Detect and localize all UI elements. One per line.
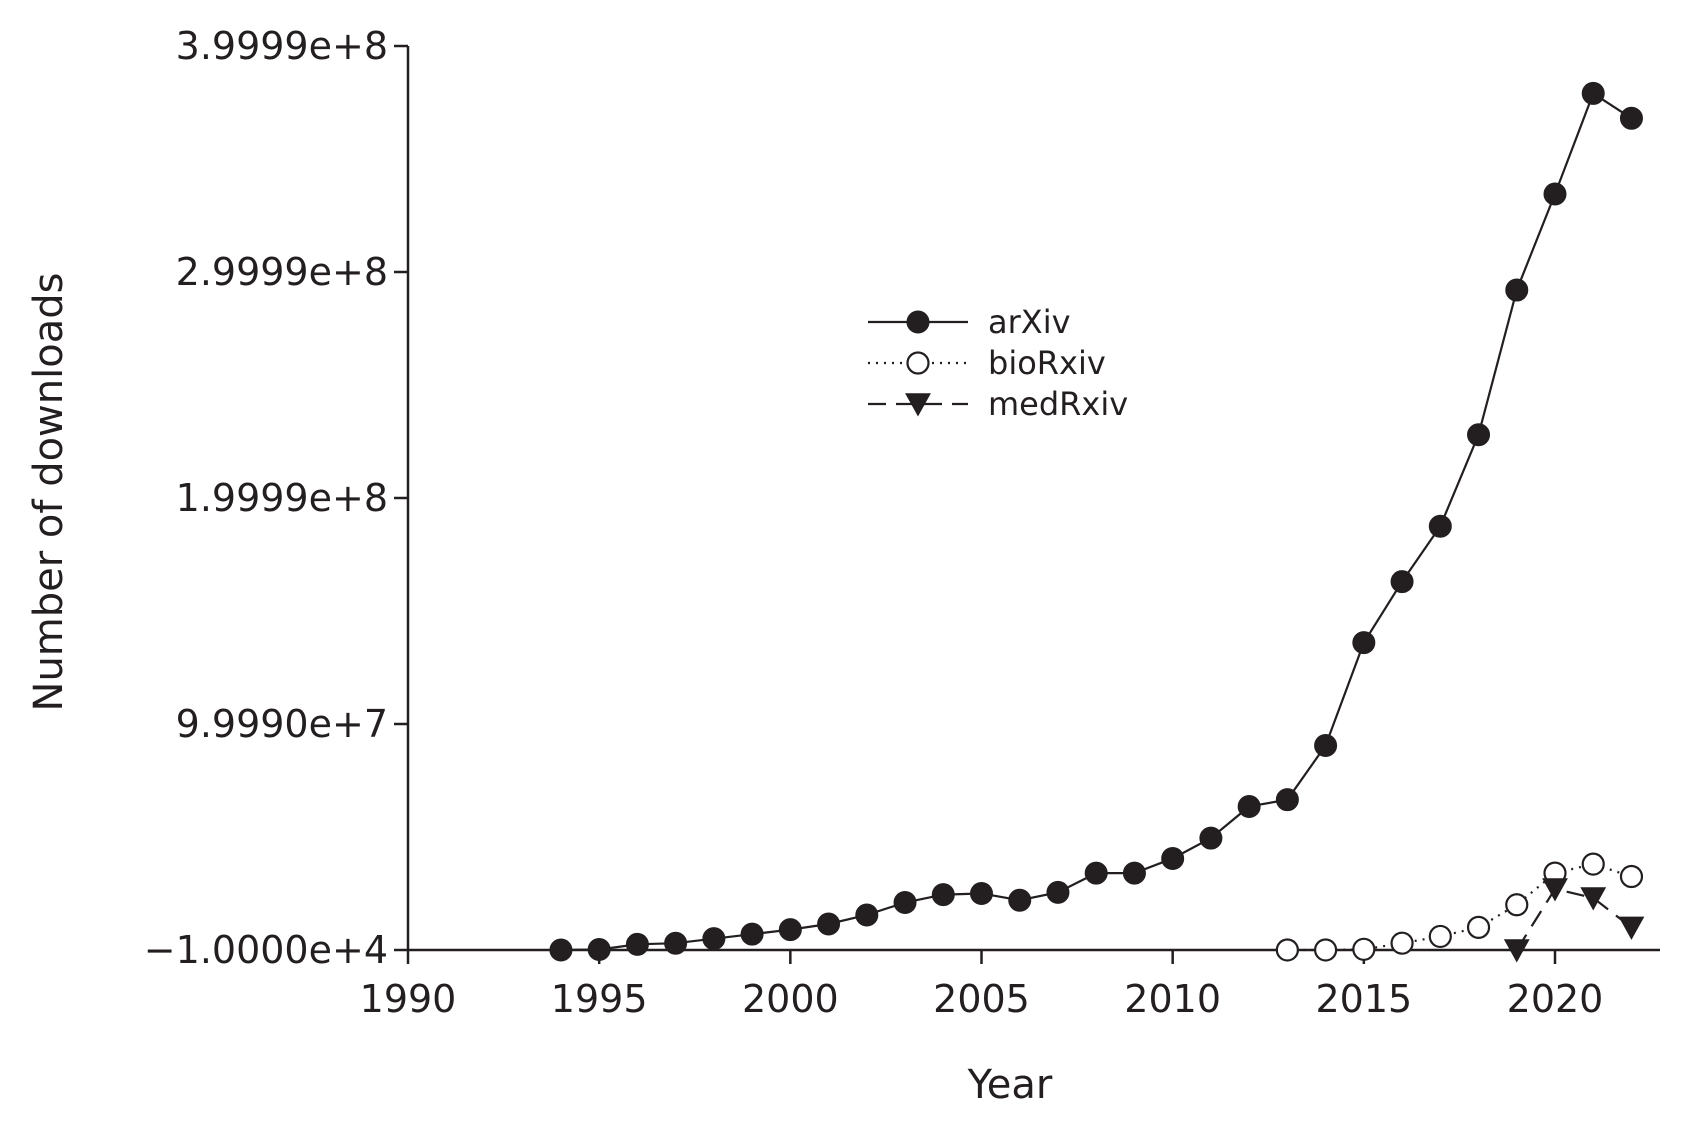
series-medrxiv <box>1503 878 1645 963</box>
medrxiv-point <box>1580 887 1607 911</box>
arxiv-point <box>740 922 764 946</box>
x-tick-label: 2020 <box>1507 977 1604 1021</box>
arxiv-point <box>1122 861 1146 885</box>
x-axis-title: Year <box>967 1062 1053 1108</box>
x-tick-label: 1995 <box>551 977 648 1021</box>
arxiv-point <box>1581 81 1605 105</box>
biorxiv-point <box>1275 938 1299 962</box>
arxiv-point <box>1199 826 1223 850</box>
arxiv-point <box>1390 570 1414 594</box>
biorxiv-point <box>1352 937 1376 961</box>
arxiv-point <box>1161 846 1185 870</box>
arxiv-point <box>625 932 649 956</box>
y-tick-label: −1.0000e+4 <box>144 928 388 972</box>
arxiv-point <box>1428 514 1452 538</box>
arxiv-point <box>1619 106 1643 130</box>
legend-item-arxiv: arXiv <box>868 303 1071 341</box>
arxiv-point <box>1505 278 1529 302</box>
axes: 1990 1995 2000 2005 2010 2015 2020 −1.0000e+4 9… <box>26 24 1660 1108</box>
arxiv-point <box>587 938 611 962</box>
plot-area <box>549 81 1645 963</box>
y-tick-label: 2.9999e+8 <box>176 250 388 294</box>
medrxiv-point <box>1542 878 1568 902</box>
arxiv-point <box>664 931 688 955</box>
biorxiv-point <box>1428 924 1452 949</box>
x-tick-label: 2005 <box>933 977 1030 1021</box>
biorxiv-point <box>1466 915 1491 939</box>
arxiv-point <box>855 903 879 927</box>
arxiv-point <box>1352 631 1376 655</box>
arxiv-point <box>549 938 573 962</box>
arxiv-point <box>1314 733 1338 757</box>
arxiv-point <box>931 883 955 907</box>
x-axis-ticks: 1990 1995 2000 2005 2010 2015 2020 <box>360 950 1604 1021</box>
biorxiv-point <box>1313 938 1338 962</box>
legend-item-biorxiv: bioRxiv <box>868 344 1106 382</box>
arxiv-point <box>1084 861 1108 885</box>
y-axis-ticks: −1.0000e+4 9.9990e+7 1.9999e+8 2.9999e+8 3.9… <box>144 24 408 972</box>
y-tick-label: 9.9990e+7 <box>176 702 388 746</box>
arxiv-point <box>1008 888 1032 912</box>
biorxiv-line <box>1287 862 1632 952</box>
arxiv-point <box>817 912 841 936</box>
arxiv-point <box>1543 182 1567 206</box>
legend-marker-arxiv <box>906 310 930 334</box>
legend-label-arxiv: arXiv <box>988 303 1071 341</box>
y-axis-title: Number of downloads <box>26 273 72 712</box>
legend-item-medrxiv: medRxiv <box>868 385 1128 423</box>
arxiv-point <box>778 918 802 942</box>
legend-label-biorxiv: bioRxiv <box>988 344 1106 382</box>
arxiv-point <box>970 881 993 905</box>
x-tick-label: 1990 <box>360 977 457 1021</box>
y-tick-label: 1.9999e+8 <box>176 476 388 520</box>
arxiv-line <box>560 91 1633 952</box>
medrxiv-point <box>1503 939 1530 963</box>
biorxiv-point <box>1619 864 1644 889</box>
medrxiv-point <box>1618 916 1645 940</box>
arxiv-point <box>1046 880 1070 904</box>
biorxiv-point <box>1505 893 1529 917</box>
arxiv-point <box>702 927 726 951</box>
arxiv-point <box>1275 788 1299 812</box>
series-arxiv <box>549 81 1643 962</box>
legend-marker-biorxiv <box>906 351 930 375</box>
legend-marker-medrxiv <box>905 393 931 417</box>
biorxiv-point <box>1581 852 1605 876</box>
x-tick-label: 2015 <box>1315 977 1412 1021</box>
series-biorxiv <box>1275 852 1644 962</box>
x-tick-label: 2010 <box>1124 977 1221 1021</box>
arxiv-point <box>1467 423 1491 447</box>
medrxiv-line <box>1515 887 1633 951</box>
y-tick-label: 3.9999e+8 <box>176 24 388 68</box>
x-tick-label: 2000 <box>742 977 839 1021</box>
legend-label-medrxiv: medRxiv <box>988 385 1128 423</box>
arxiv-point <box>1237 794 1261 818</box>
arxiv-point <box>893 891 917 915</box>
biorxiv-point <box>1390 931 1414 955</box>
